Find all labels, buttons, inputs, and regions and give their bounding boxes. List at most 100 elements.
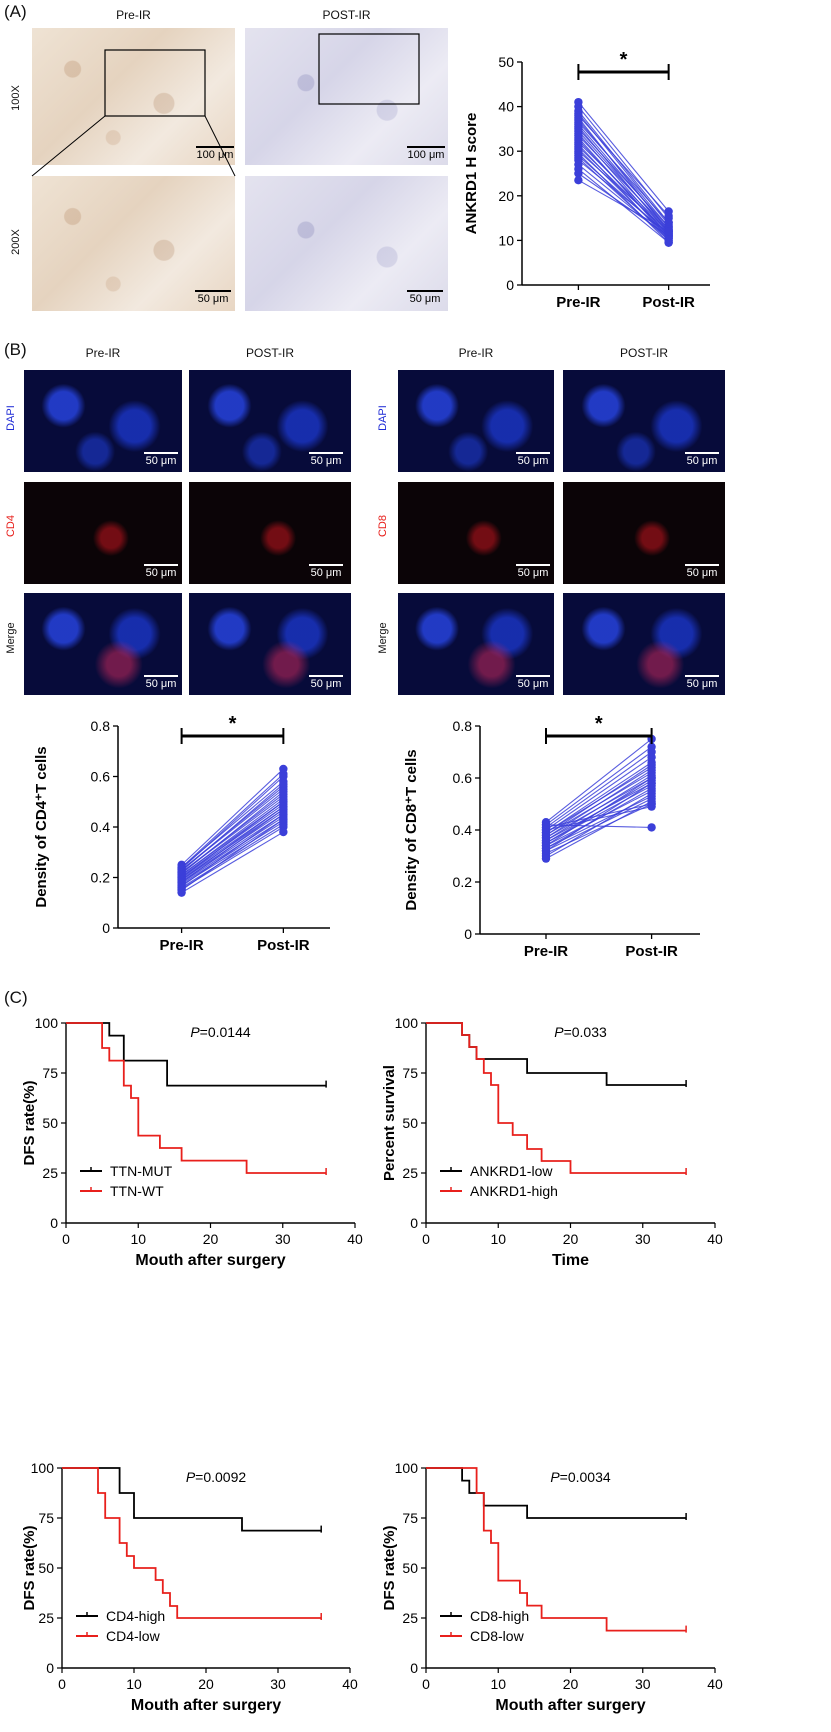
pair-line <box>181 791 284 875</box>
cd8-density-chart: 0 0.2 0.4 0.6 0.8 Pre-IR Post-IR Density of CD8… <box>403 713 700 960</box>
legend-label: CD4-low <box>106 1628 161 1644</box>
scale-bar-50um: 50 μm <box>142 452 180 467</box>
x-tick-label: 10 <box>126 1676 142 1692</box>
scale-bar-100um: 100 μm <box>195 146 235 161</box>
scale-bar-50um: 50 μm <box>514 564 552 579</box>
y-axis-label: ANKRD1 H score <box>463 113 480 235</box>
row-label-merge-right: Merge <box>377 622 389 654</box>
x-axis-label: Time <box>552 1252 589 1269</box>
significance-star: * <box>620 49 628 71</box>
scale-bar-50um: 50 μm <box>142 564 180 579</box>
data-point-pre <box>574 175 583 185</box>
y-tick-label: 0 <box>102 920 110 936</box>
pair-line <box>181 818 284 885</box>
pair-line <box>545 782 652 852</box>
pair-line <box>578 153 670 244</box>
y-tick-label: 50 <box>42 1115 58 1131</box>
pair-line <box>545 764 652 836</box>
if-image-merge-post-cd8 <box>563 593 725 695</box>
y-tick-label: 100 <box>395 1460 419 1476</box>
pair-line <box>181 773 284 868</box>
data-point-post <box>664 238 673 247</box>
data-point-post <box>664 211 673 221</box>
pair-line <box>577 130 670 232</box>
legend-label: ANKRD1-high <box>470 1183 558 1199</box>
pair-line <box>545 746 652 826</box>
y-tick-label: 20 <box>498 188 514 204</box>
if-image-cd8-post <box>563 482 725 584</box>
legend-label: TTN-MUT <box>110 1163 173 1179</box>
data-point-post <box>647 779 656 788</box>
row-label-cd4: CD4 <box>5 515 17 538</box>
scale-bar-100um: 100 μm <box>405 146 447 161</box>
x-tick-label: Pre-IR <box>524 943 568 960</box>
pair-line <box>577 101 670 212</box>
pair-line <box>181 776 284 870</box>
y-tick-label: 25 <box>42 1165 58 1181</box>
y-tick-label: 50 <box>498 54 514 70</box>
if-image-dapi-post-cd8 <box>563 370 725 472</box>
y-axis-label: Percent survival <box>381 1065 398 1181</box>
y-tick-label: 0.8 <box>91 718 111 734</box>
pair-line <box>577 121 670 223</box>
if-image-cd4-post <box>189 482 351 584</box>
y-tick-label: 30 <box>498 143 514 159</box>
km-cd8-chart: 0 25 50 75 100 0 10 20 30 40 DFS rate(%) Mouth afte… <box>381 1460 723 1714</box>
p-value-label: P=0.0034 <box>550 1469 611 1485</box>
significance-star: * <box>595 713 603 735</box>
x-tick-label: 0 <box>62 1231 70 1247</box>
panel-label-c: (C) <box>4 988 28 1007</box>
pair-line <box>578 159 669 235</box>
x-tick-label: 20 <box>198 1676 214 1692</box>
col-header-post-ir-b2: POST-IR <box>619 346 668 360</box>
y-tick-label: 0 <box>464 926 472 942</box>
pair-line <box>545 774 652 841</box>
x-tick-label: Post-IR <box>257 937 310 954</box>
row-label-200x: 200X <box>10 229 22 255</box>
km-curve-cd8-low <box>426 1467 687 1632</box>
data-point-post <box>647 823 656 832</box>
scale-bar-50um: 50 μm <box>307 675 345 690</box>
x-tick-label: 10 <box>490 1231 506 1247</box>
pair-line <box>181 831 284 894</box>
pair-line <box>578 150 670 232</box>
km-curve-cd4-low <box>62 1467 322 1619</box>
ihc-image-post-ir-100x <box>245 28 448 165</box>
pair-line <box>578 146 670 235</box>
scale-bar-50um: 50 μm <box>683 675 721 690</box>
x-tick-label: 30 <box>275 1231 291 1247</box>
scale-bar-50um: 50 μm <box>683 452 721 467</box>
y-tick-label: 50 <box>402 1560 418 1576</box>
data-point-pre <box>574 169 583 178</box>
ihc-image-pre-ir-100x <box>32 28 235 165</box>
pair-line <box>577 110 670 223</box>
pair-line <box>545 785 652 844</box>
panel-label-a: (A) <box>4 2 27 21</box>
data-point-post <box>647 797 656 806</box>
if-image-merge-pre-cd4 <box>24 593 182 695</box>
pair-line <box>181 808 284 883</box>
x-tick-label: 30 <box>635 1231 651 1247</box>
pair-line <box>545 800 652 860</box>
zoom-line <box>31 115 106 177</box>
pair-line <box>181 818 284 891</box>
data-point-pre <box>541 854 551 863</box>
if-image-dapi-post-cd4 <box>189 370 351 472</box>
pair-line <box>578 173 669 237</box>
legend-label: TTN-WT <box>110 1183 164 1199</box>
x-tick-label: 30 <box>635 1676 651 1692</box>
if-image-dapi-pre-cd4 <box>24 370 182 472</box>
row-label-merge-left: Merge <box>5 622 17 654</box>
col-header-pre-ir-b2: Pre-IR <box>458 346 494 360</box>
y-tick-label: 10 <box>498 232 514 248</box>
panel-label-b: (B) <box>4 340 27 359</box>
p-value-label: P=0.033 <box>554 1024 607 1040</box>
scale-bar-50um: 50 μm <box>142 675 180 690</box>
y-tick-label: 50 <box>38 1560 54 1576</box>
pair-line <box>545 738 652 823</box>
y-tick-label: 25 <box>402 1165 418 1181</box>
ihc-image-post-ir-200x <box>245 176 448 311</box>
if-image-merge-post-cd4 <box>189 593 351 695</box>
col-header-pre-ir-b1: Pre-IR <box>85 346 121 360</box>
y-axis-label: Density of CD8⁺T cells <box>403 749 420 910</box>
